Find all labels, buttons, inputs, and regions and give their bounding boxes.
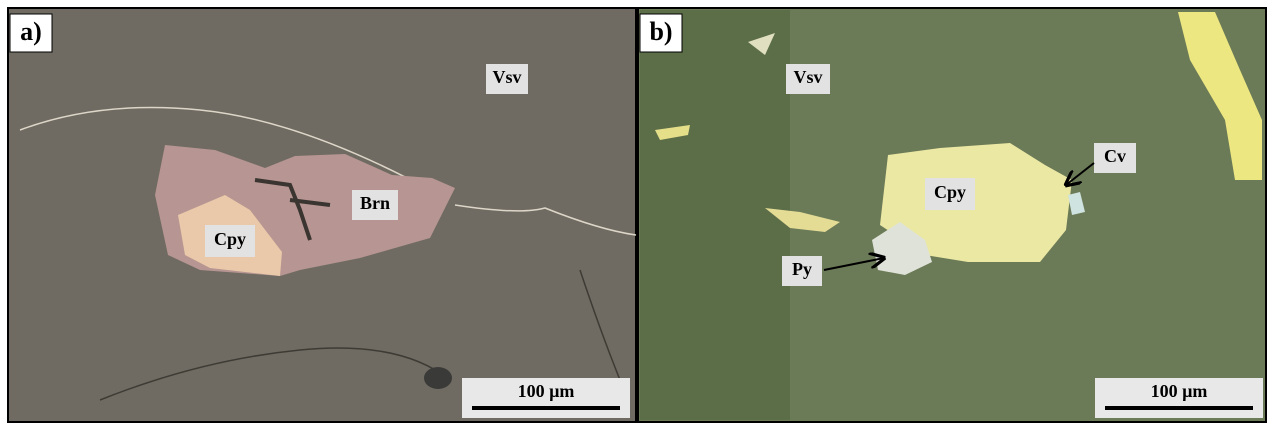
annotation: Vsv bbox=[793, 67, 822, 87]
scale-bar-label: 100 µm bbox=[1151, 381, 1208, 401]
panel-label: b) bbox=[649, 17, 672, 46]
panel-b bbox=[638, 8, 1266, 422]
annotation: Cv bbox=[1104, 146, 1126, 166]
annotation: Vsv bbox=[492, 67, 521, 87]
annotation: Cpy bbox=[934, 182, 966, 202]
panel-label: a) bbox=[20, 17, 42, 46]
scale-bar-label: 100 µm bbox=[518, 381, 575, 401]
panel-a bbox=[8, 8, 636, 422]
figure: a) Vsv Brn Cpy 100 µm b) Vsv Cpy Cv Py 1… bbox=[0, 0, 1272, 428]
annotation: Brn bbox=[360, 193, 390, 213]
annotation: Cpy bbox=[214, 229, 246, 249]
annotation: Py bbox=[792, 259, 812, 279]
